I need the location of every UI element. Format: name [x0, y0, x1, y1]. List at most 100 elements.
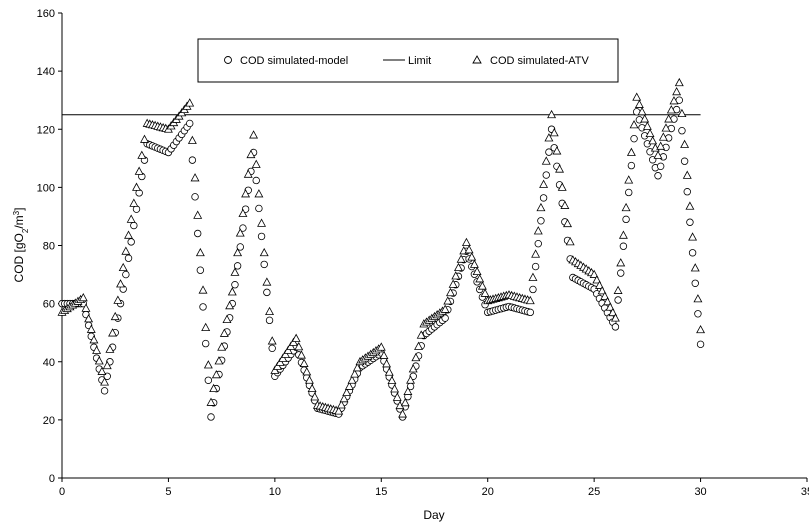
atv-data-point [613, 285, 623, 294]
legend-label-model: COD simulated-model [240, 55, 348, 67]
model-data-point [542, 171, 550, 179]
x-tick-label: 5 [165, 486, 171, 498]
model-data-point [255, 204, 263, 213]
legend-box [197, 38, 619, 83]
axis-ticks: 0 20 40 60 80 100 120 140 160 0 5 10 15 20 25 30 35 [37, 8, 809, 498]
model-data-point [696, 340, 705, 349]
atv-data-point [286, 341, 296, 350]
atv-data-point [132, 182, 141, 191]
x-tick-label: 15 [375, 486, 387, 498]
atv-data-point [563, 218, 573, 228]
model-data-point [617, 269, 625, 277]
model-data-point [680, 157, 689, 165]
atv-data-point [589, 269, 599, 278]
atv-data-point [185, 98, 195, 107]
atv-data-point [398, 409, 408, 418]
atv-data-point [222, 314, 232, 324]
atv-data-point [382, 359, 392, 368]
atv-data-point [336, 400, 346, 409]
model-data-point [268, 344, 276, 353]
model-data-point [100, 387, 109, 395]
atv-data-point [384, 367, 394, 376]
atv-data-point [206, 397, 216, 406]
atv-data-point [134, 166, 144, 175]
atv-data-point [140, 134, 149, 143]
atv-data-point [408, 364, 418, 373]
atv-data-point [600, 291, 610, 300]
atv-data-point [696, 324, 706, 334]
model-data-point [627, 161, 636, 170]
y-tick-label: 100 [37, 182, 55, 194]
atv-data-point [262, 277, 272, 286]
model-data-point [263, 288, 271, 297]
atv-data-point [195, 247, 205, 257]
atv-data-point [680, 139, 690, 148]
y-tick-label: 120 [37, 124, 55, 136]
atv-data-point [414, 341, 424, 350]
atv-data-point [605, 302, 615, 311]
atv-data-point [86, 324, 96, 333]
atv-data-point [230, 267, 240, 276]
atv-data-point [661, 123, 671, 132]
atv-data-point [121, 246, 131, 255]
atv-data-point [648, 136, 658, 145]
model-data-point [257, 232, 266, 241]
atv-data-point [525, 295, 535, 305]
model-data-point [193, 229, 202, 238]
atv-data-point [203, 360, 213, 369]
atv-data-point [637, 106, 647, 116]
atv-data-point [467, 252, 477, 261]
atv-data-point [246, 149, 256, 159]
atv-data-point [626, 147, 636, 156]
atv-data-point [653, 150, 663, 159]
y-tick-label: 60 [43, 299, 55, 311]
atv-data-point [113, 295, 123, 304]
model-data-point [260, 260, 268, 269]
model-data-point [196, 266, 205, 274]
x-tick-label: 10 [269, 486, 281, 498]
model-data-point [236, 243, 244, 251]
atv-data-point [294, 342, 304, 351]
y-axis-title: COD [gO2/m3] [12, 208, 30, 283]
y-tick-label: 140 [37, 66, 55, 78]
atv-data-point [533, 226, 543, 235]
atv-data-point [616, 258, 626, 267]
atv-data-point [102, 360, 112, 370]
atv-data-point [283, 345, 293, 354]
atv-data-point [193, 210, 203, 219]
atv-data-point [342, 387, 352, 397]
atv-data-point [453, 262, 463, 272]
atv-data-point [211, 369, 221, 379]
atv-data-point [291, 333, 301, 342]
model-data-point [678, 127, 686, 135]
atv-data-point [187, 135, 197, 144]
atv-data-point [304, 375, 314, 384]
atv-data-point [94, 356, 104, 365]
model-data-point [529, 285, 537, 294]
atv-data-point [78, 292, 88, 302]
atv-data-point [100, 377, 110, 386]
atv-data-point [259, 247, 269, 257]
x-tick-label: 30 [694, 486, 706, 498]
y-tick-label: 80 [43, 241, 55, 253]
atv-data-point [634, 99, 644, 108]
atv-data-point [201, 322, 211, 332]
model-data-point [130, 221, 138, 230]
atv-data-point [528, 272, 538, 281]
atv-data-point [307, 383, 317, 393]
atv-data-point [299, 358, 309, 367]
atv-data-point [225, 300, 235, 310]
atv-data-point [618, 230, 628, 239]
atv-data-point [461, 237, 471, 246]
atv-data-point [275, 357, 285, 366]
atv-data-point [198, 285, 208, 294]
atv-data-point [685, 201, 695, 210]
atv-data-point [552, 146, 562, 155]
atv-data-point [621, 202, 631, 212]
model-data-point [122, 270, 130, 279]
model-data-point [611, 323, 620, 331]
atv-data-point [227, 287, 237, 296]
series-layer [57, 77, 706, 421]
atv-data-point [560, 200, 570, 209]
series-cod-model [58, 96, 705, 421]
